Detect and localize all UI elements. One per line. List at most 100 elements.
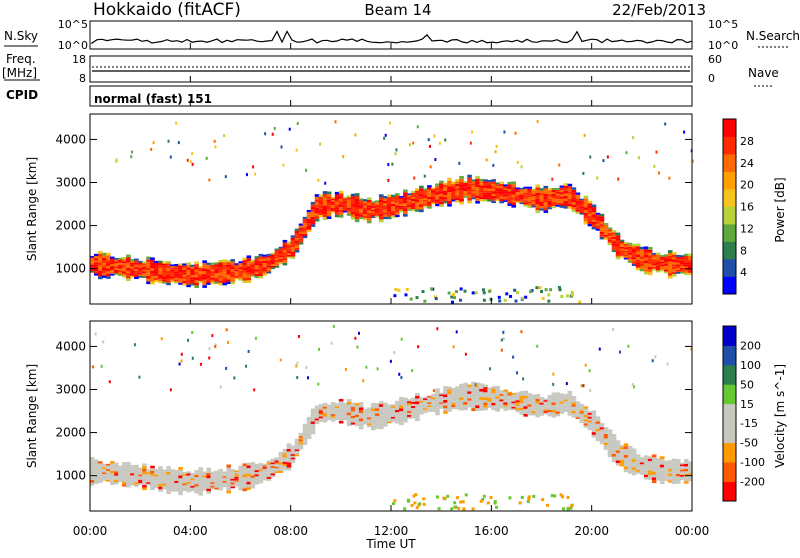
range-cell [659,269,665,272]
range-cell [279,358,282,362]
range-cell [110,482,115,485]
range-cell [342,402,348,405]
range-cell [126,474,131,478]
range-cell [459,184,464,188]
range-cell [122,462,127,465]
range-cell [182,485,187,488]
range-cell [334,207,340,210]
range-cell [431,397,436,400]
range-cell [366,421,372,424]
range-cell [647,252,653,256]
range-cell [499,406,504,409]
range-cell [198,276,203,278]
range-cell [98,476,103,479]
range-cell [138,272,143,275]
range-cell [254,472,260,475]
range-cell [615,450,621,453]
range-cell [419,201,424,205]
range-cell [539,411,545,414]
range-cell [98,253,103,257]
range-cell [358,423,364,427]
range-cell [407,401,412,404]
range-cell [334,120,337,124]
range-cell [354,407,360,411]
range-cell [475,399,480,403]
range-cell [447,391,452,395]
range-cell [663,267,669,270]
range-cell [471,187,476,190]
range-cell [623,249,629,251]
range-cell [403,192,408,195]
range-cell [407,207,412,210]
range-cell [154,275,159,278]
range-cell [186,481,191,484]
range-cell [138,477,143,480]
range-cell [314,418,320,421]
range-cell [350,214,356,217]
range-cell [294,235,300,239]
range-cell [511,189,517,192]
range-cell [579,406,585,408]
range-cell [286,251,292,254]
range-cell [527,193,533,196]
range-cell [631,451,637,454]
range-cell [411,416,416,419]
range-cell [551,191,557,194]
range-cell [535,192,541,196]
range-cell [471,179,476,182]
range-cell [587,414,593,417]
range-cell [102,262,107,266]
range-cell [659,255,665,257]
colorbar-segment [723,241,736,260]
range-cell [370,202,376,205]
range-cell [210,266,216,270]
range-cell [247,349,250,353]
range-cell [274,458,280,461]
range-cell [225,366,228,370]
range-cell [150,279,155,282]
range-cell [567,403,573,406]
range-cell [567,183,573,187]
range-cell [202,282,207,286]
range-cell [102,477,107,480]
range-cell [322,402,328,405]
range-cell [294,231,300,234]
range-cell [150,270,155,274]
range-cell [599,221,605,225]
range-cell [427,187,432,190]
range-cell [511,401,517,404]
range-cell [683,481,689,484]
range-cell [559,187,565,190]
range-cell [286,256,292,259]
range-cell [366,205,372,208]
range-cell [382,409,388,413]
range-cell [274,466,280,469]
range-cell [382,402,388,405]
range-cell [479,183,484,186]
range-cell [575,205,581,208]
range-cell [455,388,460,391]
range-cell [170,473,175,476]
range-cell [475,181,480,185]
range-cell [250,273,256,275]
range-cell [114,258,119,260]
range-cell [186,284,191,288]
range-cell [286,254,292,257]
range-cell [170,480,175,483]
range-cell [491,181,496,184]
range-cell [411,203,416,206]
range-cell [342,411,348,414]
range-cell [599,427,605,430]
range-cell [635,463,641,466]
range-cell [499,401,504,404]
range-cell [374,418,380,422]
range-cell [154,470,159,473]
range-cell [230,476,236,479]
range-cell [421,290,425,293]
range-cell [131,150,134,154]
range-cell [178,489,183,493]
range-cell [486,501,490,505]
range-cell [495,189,500,192]
range-cell [551,206,557,209]
range-cell [274,252,280,255]
